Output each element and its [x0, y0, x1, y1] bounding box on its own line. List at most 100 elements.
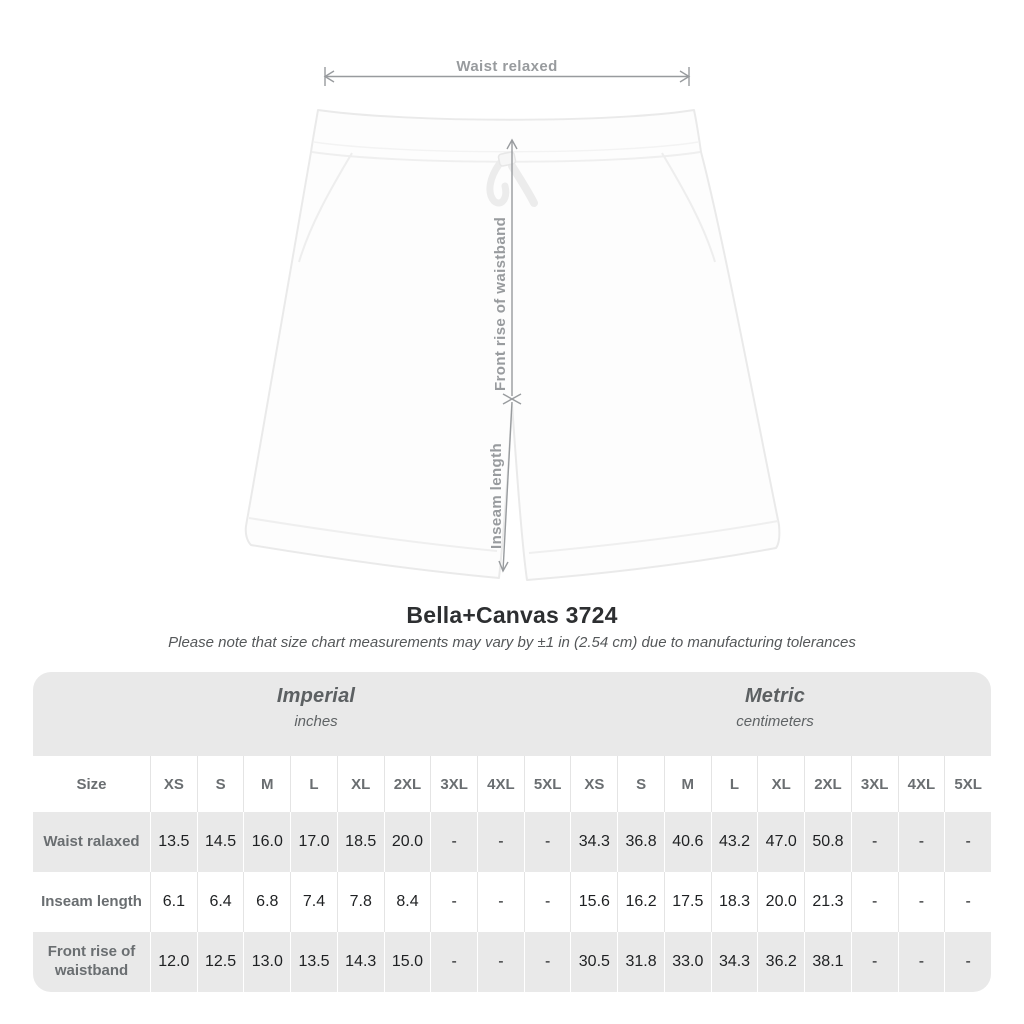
value-cell: -	[430, 932, 477, 992]
value-cell: 21.3	[804, 872, 851, 932]
value-cell: -	[523, 872, 571, 932]
value-cell: -	[430, 812, 477, 872]
value-cell: 13.5	[290, 932, 337, 992]
inseam-measurement-arrow	[498, 401, 513, 573]
value-cell: -	[944, 872, 991, 932]
right-cuff-seam	[528, 520, 779, 554]
metric-title: Metric	[744, 685, 806, 707]
size-header-row: Size XS S M L XL 2XL 3XL 4XL 5XL XS S M …	[33, 756, 991, 812]
front-rise-measure-label: Front rise of waistband	[492, 217, 509, 391]
value-cell: 15.0	[383, 932, 431, 992]
value-cell: -	[477, 872, 524, 932]
value-cell: 6.4	[196, 872, 244, 932]
value-cell: 20.0	[757, 872, 804, 932]
metric-size-header: XS	[570, 756, 617, 812]
left-cuff-seam	[248, 517, 498, 552]
inseam-measure-label: Inseam length	[488, 443, 505, 549]
shorts-size-diagram: Waist relaxed Front rise of waistband In…	[244, 58, 781, 581]
value-cell: 18.5	[336, 812, 384, 872]
value-cell: 20.0	[383, 812, 431, 872]
value-cell: 38.1	[804, 932, 851, 992]
imperial-size-header: 5XL	[523, 756, 571, 812]
value-cell: -	[897, 932, 945, 992]
drawstring	[486, 151, 538, 207]
value-cell: 15.6	[570, 872, 617, 932]
value-cell: 12.0	[150, 932, 197, 992]
value-cell: -	[477, 812, 524, 872]
right-pocket-seam	[661, 152, 716, 263]
value-cell: 47.0	[757, 812, 804, 872]
value-cell: 8.4	[383, 872, 431, 932]
value-cell: 33.0	[663, 932, 711, 992]
value-cell: 17.5	[663, 872, 711, 932]
metric-size-header: XL	[757, 756, 804, 812]
value-cell: -	[850, 932, 898, 992]
metric-size-header: S	[617, 756, 664, 812]
imperial-size-header: 3XL	[430, 756, 477, 812]
left-pocket-seam	[298, 152, 353, 263]
value-cell: 30.5	[570, 932, 617, 992]
table-row-front-rise: Front rise of waistband 12.0 12.5 13.0 1…	[33, 932, 991, 992]
value-cell: 6.8	[243, 872, 290, 932]
value-cell: 31.8	[617, 932, 664, 992]
metric-size-header: 3XL	[850, 756, 898, 812]
size-column-header: Size	[76, 775, 107, 793]
size-chart-table: Imperial inches Metric centimeters Size …	[33, 672, 991, 992]
value-cell: -	[430, 872, 477, 932]
table-row-inseam: Inseam length 6.1 6.4 6.8 7.4 7.8 8.4 - …	[33, 872, 991, 932]
value-cell: 17.0	[290, 812, 337, 872]
value-cell: 6.1	[150, 872, 197, 932]
value-cell: 18.3	[710, 872, 758, 932]
value-cell: -	[944, 932, 991, 992]
imperial-size-header: L	[290, 756, 337, 812]
crotch-point-marker	[502, 393, 522, 405]
imperial-size-header: XL	[336, 756, 384, 812]
value-cell: 50.8	[804, 812, 851, 872]
waist-measure-label: Waist relaxed	[456, 58, 557, 75]
imperial-size-header: 4XL	[477, 756, 524, 812]
row-label: Waist ralaxed	[43, 832, 140, 850]
row-label: Inseam length	[41, 892, 142, 910]
value-cell: 43.2	[710, 812, 758, 872]
value-cell: 34.3	[710, 932, 758, 992]
imperial-size-header: XS	[150, 756, 197, 812]
metric-subtitle: centimeters	[736, 713, 814, 730]
metric-size-header: L	[710, 756, 758, 812]
value-cell: -	[523, 812, 571, 872]
value-cell: -	[897, 872, 945, 932]
value-cell: 34.3	[570, 812, 617, 872]
imperial-size-header: S	[196, 756, 244, 812]
page-title: Bella+Canvas 3724	[406, 602, 618, 628]
value-cell: 13.5	[150, 812, 197, 872]
row-label: Front rise of waistband	[47, 943, 136, 979]
imperial-title: Imperial	[276, 685, 356, 707]
metric-size-header: M	[663, 756, 711, 812]
value-cell: 16.0	[243, 812, 290, 872]
value-cell: 36.2	[757, 932, 804, 992]
value-cell: 14.3	[336, 932, 384, 992]
value-cell: 16.2	[617, 872, 664, 932]
tolerance-note: Please note that size chart measurements…	[168, 634, 856, 651]
value-cell: 12.5	[196, 932, 244, 992]
value-cell: 7.8	[336, 872, 384, 932]
imperial-size-header: M	[243, 756, 290, 812]
imperial-header: Imperial inches	[277, 685, 355, 730]
value-cell: -	[944, 812, 991, 872]
imperial-subtitle: inches	[294, 713, 338, 730]
metric-header: Metric centimeters	[736, 685, 814, 730]
value-cell: -	[850, 872, 898, 932]
value-cell: 7.4	[290, 872, 337, 932]
value-cell: 14.5	[196, 812, 244, 872]
unit-header-band: Imperial inches Metric centimeters	[33, 672, 991, 756]
value-cell: -	[897, 812, 945, 872]
value-cell: -	[477, 932, 524, 992]
value-cell: -	[850, 812, 898, 872]
metric-size-header: 2XL	[804, 756, 851, 812]
value-cell: 13.0	[243, 932, 290, 992]
waist-measurement-arrow	[323, 67, 691, 86]
value-cell: 40.6	[663, 812, 711, 872]
imperial-size-header: 2XL	[383, 756, 431, 812]
value-cell: -	[523, 932, 571, 992]
value-cell: 36.8	[617, 812, 664, 872]
table-row-waist: Waist ralaxed 13.5 14.5 16.0 17.0 18.5 2…	[33, 812, 991, 872]
